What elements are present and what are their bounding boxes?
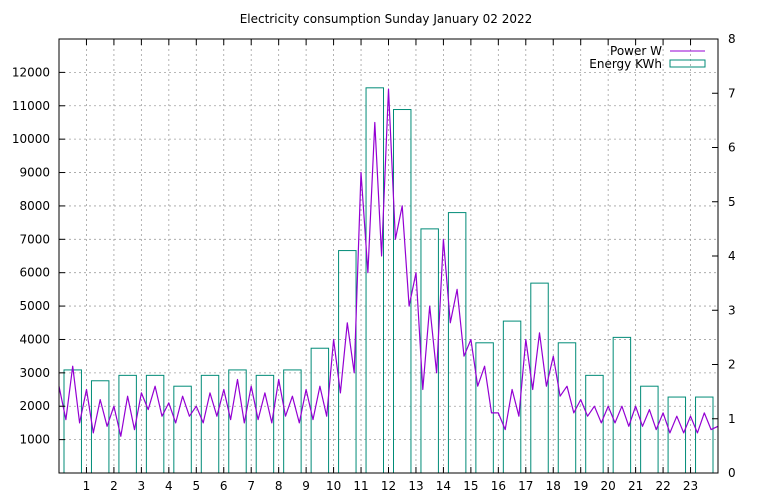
x-tick-label: 7	[247, 479, 255, 493]
x-tick-label: 21	[628, 479, 643, 493]
y-left-tick-label: 8000	[19, 199, 50, 213]
y-right-tick-label: 4	[728, 249, 736, 263]
y-left-tick-label: 9000	[19, 166, 50, 180]
y-left-tick-label: 12000	[12, 65, 50, 79]
y-left-tick-label: 3000	[19, 366, 50, 380]
x-tick-label: 5	[192, 479, 200, 493]
x-tick-label: 3	[138, 479, 146, 493]
x-tick-label: 13	[408, 479, 423, 493]
x-tick-label: 10	[326, 479, 341, 493]
x-tick-label: 20	[601, 479, 616, 493]
x-tick-label: 12	[381, 479, 396, 493]
y-right-tick-label: 0	[728, 466, 736, 480]
power-line	[58, 88, 719, 437]
y-left-tick-label: 1000	[19, 433, 50, 447]
power-series	[58, 88, 719, 437]
y-right-tick-label: 1	[728, 412, 736, 426]
y-right-tick-label: 6	[728, 141, 736, 155]
y-right-tick-label: 2	[728, 358, 736, 372]
x-tick-label: 17	[518, 479, 533, 493]
x-tick-label: 6	[220, 479, 228, 493]
x-tick-label: 8	[275, 479, 283, 493]
y-right-tick-label: 5	[728, 195, 736, 209]
y-right-tick-label: 8	[728, 32, 736, 46]
y-left-tick-label: 4000	[19, 332, 50, 346]
x-tick-label: 11	[353, 479, 368, 493]
y-left-tick-label: 6000	[19, 266, 50, 280]
y-left-tick-label: 10000	[12, 132, 50, 146]
x-tick-label: 23	[683, 479, 698, 493]
legend-label-energy: Energy KWh	[589, 57, 662, 71]
y-left-tick-label: 2000	[19, 399, 50, 413]
x-tick-label: 22	[655, 479, 670, 493]
legend-label-power: Power W	[610, 44, 662, 58]
x-ticks: 1 2 3 4 5 6 7 8 9 10 11 12 13 14 15 16 17 18 19 20 21 22 23	[83, 39, 698, 493]
y-right-tick-label: 3	[728, 303, 736, 317]
x-tick-label: 9	[302, 479, 310, 493]
x-tick-label: 16	[491, 479, 506, 493]
x-tick-label: 14	[436, 479, 451, 493]
y-right-ticks: 0 1 2 3 4 5 6 7 8	[712, 32, 736, 480]
y-left-tick-label: 7000	[19, 232, 50, 246]
x-tick-label: 1	[83, 479, 91, 493]
x-tick-label: 19	[573, 479, 588, 493]
x-tick-label: 18	[546, 479, 561, 493]
y-left-tick-label: 11000	[12, 99, 50, 113]
y-left-tick-label: 5000	[19, 299, 50, 313]
chart-title: Electricity consumption Sunday January 0…	[240, 12, 533, 26]
y-right-tick-label: 7	[728, 86, 736, 100]
legend: Power W Energy KWh	[589, 44, 706, 71]
x-tick-label: 2	[110, 479, 118, 493]
y-left-ticks: 1000 2000 3000 4000 5000 6000 7000 8000 9000 1000…	[12, 65, 65, 447]
x-tick-label: 4	[165, 479, 173, 493]
x-tick-label: 15	[463, 479, 478, 493]
legend-swatch-energy	[669, 59, 706, 68]
